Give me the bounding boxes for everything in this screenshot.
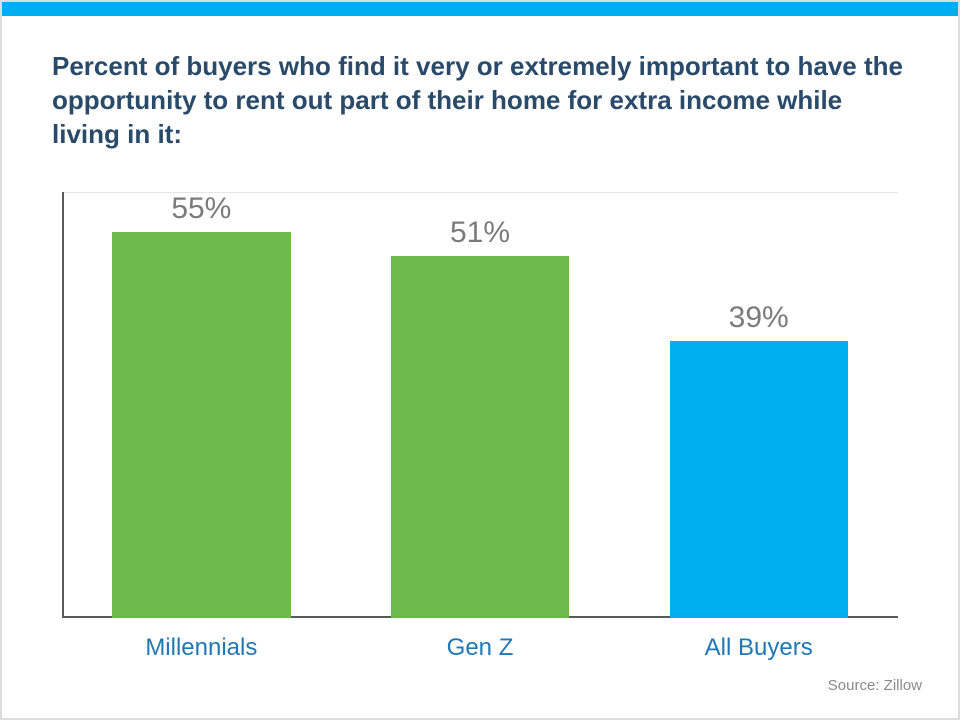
source-text: Source: Zillow [828,677,922,694]
bar-gen-z [391,256,569,618]
x-label: Gen Z [341,634,620,662]
chart-frame: Percent of buyers who find it very or ex… [0,0,960,720]
bar-value-label: 51% [450,216,510,250]
bar-slot: 51% [341,192,620,618]
bar-value-label: 55% [171,192,231,226]
plot-area: 55% 51% 39% [62,192,898,618]
bar-value-label: 39% [729,301,789,335]
bar-slot: 39% [619,192,898,618]
bar-all-buyers [670,341,848,618]
bars-container: 55% 51% 39% [62,192,898,618]
x-label: Millennials [62,634,341,662]
x-axis-labels: Millennials Gen Z All Buyers [62,634,898,662]
x-label: All Buyers [619,634,898,662]
bar-slot: 55% [62,192,341,618]
chart-title: Percent of buyers who find it very or ex… [52,50,908,151]
top-accent-bar [2,2,958,16]
bar-millennials [112,232,290,618]
